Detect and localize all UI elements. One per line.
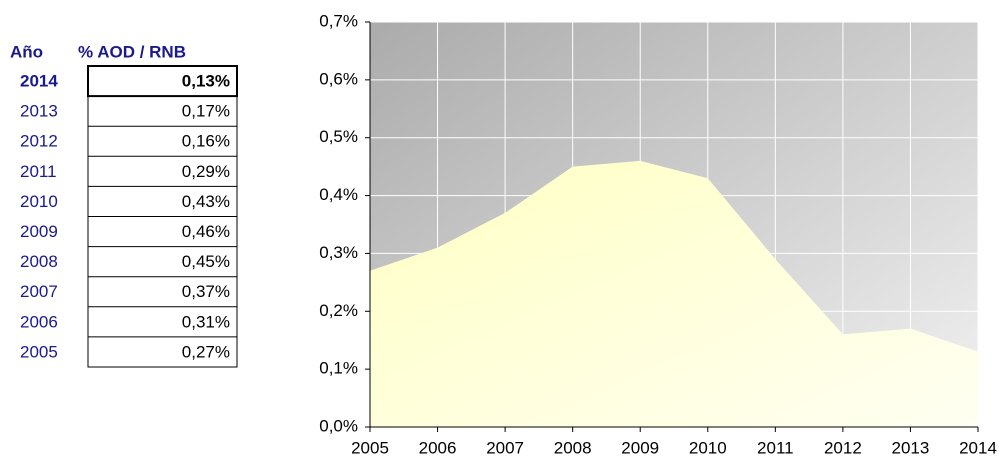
year-cell: 2007	[20, 282, 58, 301]
year-cell: 2014	[20, 72, 58, 91]
x-tick-label: 2007	[486, 438, 524, 457]
value-cell: 0,13%	[182, 72, 230, 91]
table-header: Año	[10, 42, 43, 61]
value-cell: 0,16%	[182, 132, 230, 151]
y-tick-label: 0,5%	[319, 127, 358, 146]
y-tick-label: 0,4%	[319, 185, 358, 204]
year-cell: 2009	[20, 222, 58, 241]
value-cell: 0,37%	[182, 282, 230, 301]
value-cell: 0,27%	[182, 342, 230, 361]
x-tick-label: 2008	[554, 438, 592, 457]
x-tick-label: 2012	[824, 438, 862, 457]
value-cell: 0,45%	[182, 252, 230, 271]
y-tick-label: 0,7%	[319, 11, 358, 30]
area	[370, 160, 978, 427]
value-cell: 0,43%	[182, 192, 230, 211]
y-tick-label: 0,2%	[319, 301, 358, 320]
year-cell: 2006	[20, 312, 58, 331]
table-header: % AOD / RNB	[78, 42, 186, 61]
year-cell: 2005	[20, 342, 58, 361]
x-tick-label: 2011	[757, 438, 794, 457]
value-cell: 0,46%	[182, 222, 230, 241]
value-cell: 0,29%	[182, 162, 230, 181]
year-cell: 2008	[20, 252, 58, 271]
selected-cell	[87, 65, 238, 98]
x-tick-label: 2014	[959, 438, 997, 457]
y-tick-label: 0,0%	[319, 416, 358, 435]
y-tick-label: 0,1%	[319, 359, 358, 378]
year-cell: 2011	[20, 162, 57, 181]
y-tick-label: 0,6%	[319, 69, 358, 88]
value-cell: 0,17%	[182, 102, 230, 121]
year-cell: 2010	[20, 192, 58, 211]
x-tick-label: 2013	[892, 438, 930, 457]
year-cell: 2012	[20, 132, 58, 151]
value-cell: 0,31%	[182, 312, 230, 331]
y-tick-label: 0,3%	[319, 243, 358, 262]
x-tick-label: 2010	[689, 438, 727, 457]
year-cell: 2013	[20, 102, 58, 121]
x-tick-label: 2009	[621, 438, 659, 457]
x-tick-label: 2005	[351, 438, 389, 457]
x-tick-label: 2006	[419, 438, 457, 457]
